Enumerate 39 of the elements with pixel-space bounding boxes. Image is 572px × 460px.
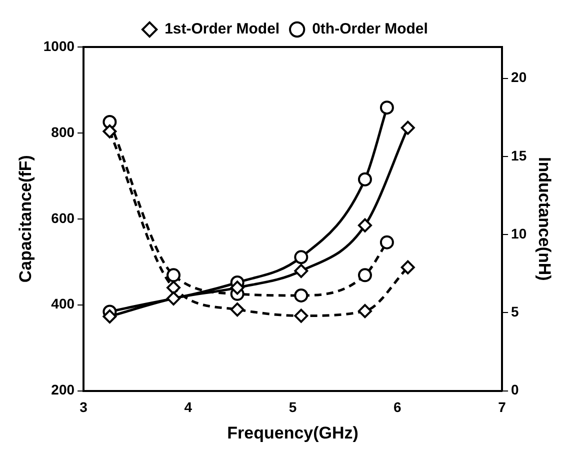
y-tick-label: 200 <box>51 382 75 398</box>
x-tick-label: 5 <box>288 399 297 416</box>
y-tick-label: 600 <box>51 210 75 226</box>
point <box>358 304 372 318</box>
y2-tick-label: 15 <box>511 147 527 164</box>
x-tick-label: 4 <box>184 399 192 416</box>
y2-tick-label: 10 <box>511 225 527 242</box>
point <box>294 250 308 264</box>
y2-tick-label: 0 <box>511 382 520 398</box>
y-tick-label: 400 <box>51 296 75 312</box>
point <box>230 280 244 295</box>
y-tick-label: 1000 <box>43 38 75 54</box>
point <box>102 124 117 138</box>
point <box>358 172 372 186</box>
point <box>358 218 372 232</box>
x-axis-title: Frequency(GHz) <box>227 423 358 442</box>
point <box>294 264 308 278</box>
x-tick-label: 6 <box>394 399 402 416</box>
point <box>230 302 244 317</box>
point <box>102 309 117 324</box>
point <box>400 260 415 274</box>
point <box>294 308 308 323</box>
y2-tick-label: 5 <box>511 304 520 320</box>
point <box>166 291 181 306</box>
y-tick-label: 800 <box>51 124 75 140</box>
legend-label: 1st-Order Model <box>164 20 280 38</box>
legend-label: 0th-Order Model <box>312 20 428 38</box>
x-tick-label: 3 <box>80 399 88 416</box>
point <box>400 120 415 135</box>
y2-axis-title: Inductance(nH) <box>535 157 554 281</box>
point <box>166 280 181 295</box>
x-tick-label: 7 <box>498 399 506 416</box>
point <box>358 268 372 282</box>
point <box>294 288 308 302</box>
y2-tick-label: 20 <box>511 69 527 86</box>
y-axis-title: Capacitance(fF) <box>16 155 35 283</box>
point <box>166 268 181 282</box>
point <box>380 100 394 115</box>
point <box>380 235 394 250</box>
